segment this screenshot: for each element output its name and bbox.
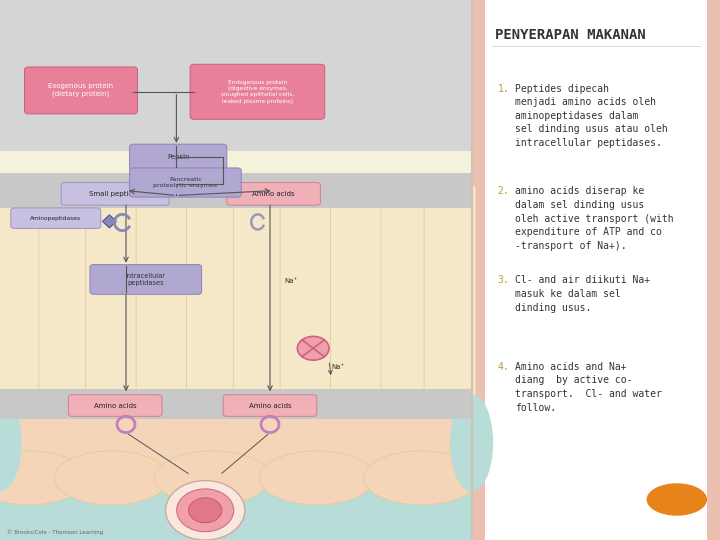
FancyBboxPatch shape bbox=[39, 185, 91, 399]
Text: Peptides dipecah
menjadi amino acids oleh
aminopeptidases dalam
sel dinding usus: Peptides dipecah menjadi amino acids ole… bbox=[515, 84, 667, 148]
FancyBboxPatch shape bbox=[330, 185, 382, 399]
FancyBboxPatch shape bbox=[424, 185, 476, 399]
Text: 2.: 2. bbox=[498, 186, 509, 197]
Bar bbox=[707, 0, 720, 540]
Ellipse shape bbox=[207, 500, 215, 506]
Bar bbox=[0, 0, 472, 540]
Ellipse shape bbox=[195, 515, 204, 521]
FancyBboxPatch shape bbox=[130, 168, 241, 197]
Bar bbox=[0, 389, 472, 486]
Text: Intracellular
peptidases: Intracellular peptidases bbox=[126, 273, 166, 286]
Ellipse shape bbox=[155, 451, 270, 505]
FancyBboxPatch shape bbox=[90, 265, 202, 294]
Text: 4.: 4. bbox=[498, 362, 509, 372]
FancyBboxPatch shape bbox=[11, 208, 101, 228]
Text: Cl- and air diikuti Na+
masuk ke dalam sel
dinding usus.: Cl- and air diikuti Na+ masuk ke dalam s… bbox=[515, 275, 650, 313]
Ellipse shape bbox=[259, 451, 374, 505]
Circle shape bbox=[189, 498, 222, 523]
Ellipse shape bbox=[450, 394, 493, 491]
Text: Exogenous protein
(dietary protein): Exogenous protein (dietary protein) bbox=[48, 84, 114, 97]
Ellipse shape bbox=[195, 500, 204, 506]
FancyBboxPatch shape bbox=[68, 395, 162, 416]
FancyBboxPatch shape bbox=[61, 183, 169, 205]
Text: PENYERAPAN MAKANAN: PENYERAPAN MAKANAN bbox=[495, 28, 646, 42]
Bar bbox=[472, 0, 485, 540]
Text: Amino acids: Amino acids bbox=[248, 402, 292, 409]
FancyBboxPatch shape bbox=[186, 185, 238, 399]
Bar bbox=[0, 173, 472, 208]
Bar bbox=[0, 0, 472, 151]
FancyBboxPatch shape bbox=[86, 185, 138, 399]
Text: Amino acids: Amino acids bbox=[94, 402, 137, 409]
FancyBboxPatch shape bbox=[381, 185, 433, 399]
FancyBboxPatch shape bbox=[190, 64, 325, 119]
Ellipse shape bbox=[0, 394, 22, 491]
Text: Pepsin: Pepsin bbox=[167, 154, 189, 160]
Text: Na⁺: Na⁺ bbox=[331, 364, 344, 370]
FancyBboxPatch shape bbox=[136, 185, 188, 399]
Text: Small peptides: Small peptides bbox=[89, 191, 141, 197]
Bar bbox=[0, 486, 472, 540]
Text: Na⁺: Na⁺ bbox=[284, 278, 297, 284]
Ellipse shape bbox=[189, 507, 198, 514]
Circle shape bbox=[297, 336, 329, 360]
Text: Aminopeptidases: Aminopeptidases bbox=[30, 215, 81, 221]
FancyBboxPatch shape bbox=[227, 183, 320, 205]
Ellipse shape bbox=[54, 451, 169, 505]
Polygon shape bbox=[102, 215, 117, 228]
Ellipse shape bbox=[647, 483, 707, 516]
Bar bbox=[0, 151, 472, 405]
Bar bbox=[485, 0, 707, 540]
Text: Pancreatic
proteolytic enzymes: Pancreatic proteolytic enzymes bbox=[153, 177, 217, 188]
Bar bbox=[0, 389, 472, 419]
Text: Amino acids and Na+
diang  by active co-
transport.  Cl- and water
follow.: Amino acids and Na+ diang by active co- … bbox=[515, 362, 662, 413]
Text: 1.: 1. bbox=[498, 84, 509, 94]
Circle shape bbox=[166, 481, 245, 540]
Ellipse shape bbox=[364, 451, 479, 505]
Ellipse shape bbox=[207, 515, 215, 521]
FancyBboxPatch shape bbox=[223, 395, 317, 416]
Text: 3.: 3. bbox=[498, 275, 509, 286]
Text: Endogenous protein
(digestive enzymes,
sloughed epithelial cells,
leaked plasma : Endogenous protein (digestive enzymes, s… bbox=[221, 80, 294, 104]
Circle shape bbox=[176, 489, 234, 532]
FancyBboxPatch shape bbox=[233, 185, 285, 399]
Text: amino acids diserap ke
dalam sel dinding usus
oleh active transport (with
expend: amino acids diserap ke dalam sel dinding… bbox=[515, 186, 673, 251]
FancyBboxPatch shape bbox=[280, 185, 332, 399]
Ellipse shape bbox=[0, 451, 86, 505]
Ellipse shape bbox=[212, 507, 222, 514]
FancyBboxPatch shape bbox=[24, 67, 138, 114]
FancyBboxPatch shape bbox=[130, 144, 227, 170]
FancyBboxPatch shape bbox=[0, 185, 48, 399]
Text: © Brooks/Cole - Thomson Learning: © Brooks/Cole - Thomson Learning bbox=[7, 529, 104, 535]
Text: Amino acids: Amino acids bbox=[252, 191, 295, 197]
